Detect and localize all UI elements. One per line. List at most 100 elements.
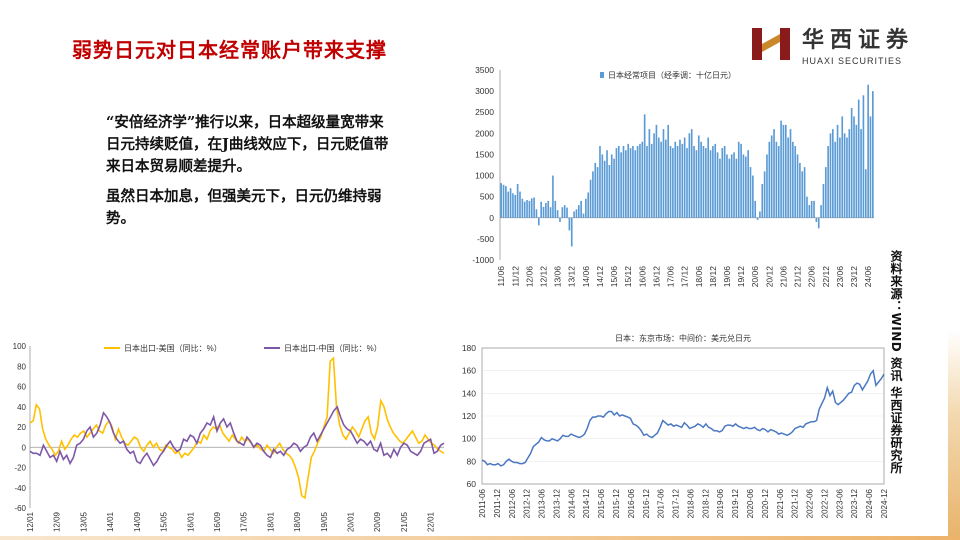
bar <box>561 207 564 218</box>
x-tick-label: 12/01 <box>26 511 35 532</box>
bar <box>782 124 785 218</box>
bar <box>714 143 717 218</box>
page-title: 弱势日元对日本经常账户带来支撑 <box>72 38 387 62</box>
bar <box>796 154 799 218</box>
bar <box>726 154 728 218</box>
bar <box>784 124 787 218</box>
bar <box>528 200 531 218</box>
bar <box>587 192 590 218</box>
x-tick-label: 2021-06 <box>776 488 785 518</box>
x-tick-label: 2022-06 <box>806 488 815 518</box>
x-tick-label: 24/06 <box>863 266 873 288</box>
bar <box>733 152 735 218</box>
chart-title: 日本：东京市场：中间价：美元兑日元 <box>615 333 751 343</box>
bar <box>681 143 684 218</box>
y-tick-label: 120 <box>462 411 476 421</box>
bar <box>650 143 653 218</box>
x-tick-label: 20/01 <box>347 511 356 532</box>
bar <box>775 141 778 218</box>
bar <box>855 124 858 218</box>
bar <box>810 200 813 218</box>
x-tick-label: 2017-06 <box>657 488 666 518</box>
bar <box>728 158 731 218</box>
x-tick-label: 2015-06 <box>597 488 606 518</box>
bar <box>872 91 874 218</box>
bar <box>806 196 808 218</box>
x-tick-label: 19/12 <box>736 266 746 288</box>
bar <box>575 209 578 218</box>
bar <box>669 146 672 218</box>
commentary-paragraph: “安倍经济学”推行以来，日本超级量宽带来日元持续贬值，在J曲线效应下，日元贬值带… <box>106 114 389 175</box>
bar <box>719 158 721 218</box>
x-tick-label: 2021-12 <box>791 488 800 518</box>
bar <box>556 210 559 218</box>
bar <box>636 146 639 218</box>
bar <box>603 160 606 218</box>
bar <box>817 217 820 229</box>
x-tick-label: 2015-12 <box>612 488 621 518</box>
x-tick-label: 2019-06 <box>716 488 725 518</box>
bar <box>822 184 825 218</box>
bar <box>521 198 524 218</box>
bar <box>620 152 622 218</box>
x-tick-label: 12/12 <box>539 266 549 288</box>
x-tick-label: 22/01 <box>427 511 436 532</box>
x-tick-label: 2013-06 <box>538 488 547 518</box>
x-tick-label: 11/12 <box>510 266 520 287</box>
x-tick-label: 2016-12 <box>642 488 651 518</box>
x-tick-label: 16/01 <box>186 511 195 532</box>
bar <box>690 129 693 218</box>
x-tick-label: 2016-06 <box>627 488 636 518</box>
bar <box>777 146 780 218</box>
bar <box>867 84 869 218</box>
bar <box>545 203 547 218</box>
bar <box>792 141 794 218</box>
y-tick-label: 60 <box>17 383 26 392</box>
x-tick-label: 21/06 <box>778 266 788 288</box>
x-tick-label: 20/06 <box>750 266 760 288</box>
x-tick-label: 11/06 <box>496 266 506 287</box>
bar <box>580 200 582 218</box>
y-tick-label: 160 <box>462 366 476 376</box>
bar <box>559 217 561 222</box>
x-tick-label: 2013-12 <box>552 488 561 518</box>
y-tick-label: 2500 <box>475 107 494 117</box>
x-tick-label: 13/05 <box>79 511 88 532</box>
y-tick-label: 20 <box>17 423 26 432</box>
bar <box>566 207 568 218</box>
x-tick-label: 2020-06 <box>746 488 755 518</box>
x-tick-label: 16/12 <box>651 266 661 288</box>
x-tick-label: 22/12 <box>821 266 831 288</box>
x-tick-label: 2018-06 <box>686 488 695 518</box>
logo-subtext: HUAXI SECURITIES <box>802 56 903 66</box>
bar <box>697 135 700 218</box>
y-tick-label: -500 <box>477 234 494 244</box>
y-tick-label: 0 <box>489 213 494 223</box>
bar <box>512 193 514 218</box>
bar <box>808 205 811 218</box>
bar <box>674 141 677 218</box>
bar <box>794 146 797 218</box>
series-line <box>481 368 885 467</box>
y-tick-label: 140 <box>462 388 476 398</box>
x-tick-label: 2014-06 <box>567 488 576 518</box>
x-tick-label: 2011-12 <box>493 488 502 517</box>
bar <box>570 217 573 247</box>
y-tick-label: -1000 <box>472 255 494 265</box>
bar <box>563 205 566 218</box>
x-tick-label: 19/05 <box>320 511 329 532</box>
bar <box>773 129 775 218</box>
bar <box>516 184 519 218</box>
bar <box>860 129 862 218</box>
bar <box>657 137 660 218</box>
bar <box>606 150 608 218</box>
legend-swatch <box>600 72 604 78</box>
y-tick-label: -40 <box>14 484 26 493</box>
bar <box>704 148 707 218</box>
bar <box>530 198 533 218</box>
bar <box>787 137 789 218</box>
bar <box>526 200 528 218</box>
bar <box>608 165 611 218</box>
bar <box>864 169 867 218</box>
commentary: “安倍经济学”推行以来，日本超级量宽带来日元持续贬值，在J曲线效应下，日元贬值带… <box>106 112 396 238</box>
